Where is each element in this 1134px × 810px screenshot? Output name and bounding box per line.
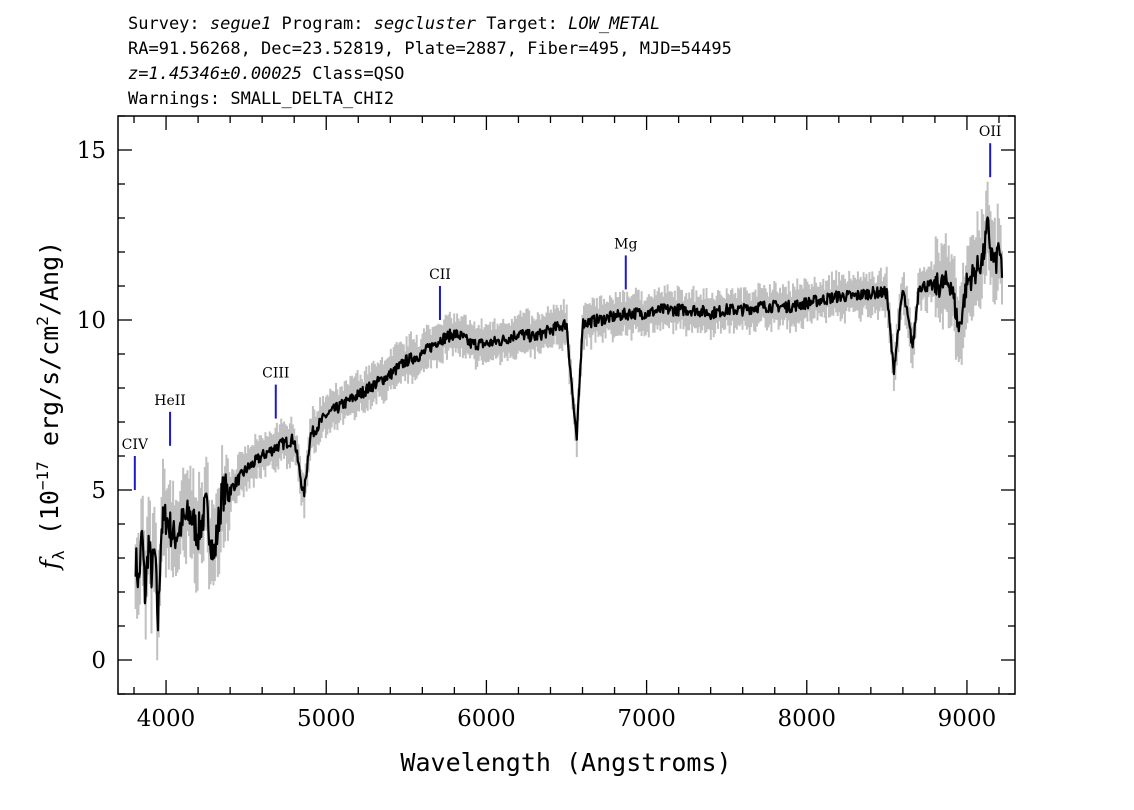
- x-tick-label: 6000: [457, 706, 516, 732]
- survey-label: Survey:: [128, 14, 210, 34]
- plot-frame: [117, 115, 1016, 695]
- y-label-prefix: (10: [35, 490, 64, 550]
- y-label-exp2: 2: [33, 316, 52, 326]
- error-band: [134, 181, 1003, 661]
- header-line-survey: Survey: segue1 Program: segcluster Targe…: [128, 14, 660, 34]
- y-tick-label: 0: [91, 648, 106, 674]
- header-line-warnings: Warnings: SMALL_DELTA_CHI2: [128, 89, 394, 109]
- marker-label-cii: CII: [429, 267, 451, 283]
- y-label-exp1: −17: [33, 461, 52, 490]
- x-tick-label: 5000: [297, 706, 356, 732]
- y-label-subscript: λ: [49, 550, 68, 560]
- x-tick-label: 7000: [617, 706, 676, 732]
- x-tick-label: 4000: [137, 706, 196, 732]
- marker-label-heii: HeII: [154, 393, 186, 409]
- marker-label-civ: CIV: [122, 437, 149, 453]
- target-value: LOW_METAL: [568, 14, 660, 34]
- y-tick-label: 15: [77, 138, 106, 164]
- emission-line-markers: CIV HeII CIII CII Mg OII: [122, 124, 1002, 490]
- redshift-value: z=1.45346±0.00025: [128, 64, 302, 84]
- y-label-suffix: /Ang): [35, 241, 64, 316]
- program-label: Program:: [271, 14, 373, 34]
- y-axis-label: fλ (10−17 erg/s/cm2/Ang): [33, 241, 68, 571]
- x-axis-label: Wavelength (Angstroms): [400, 748, 731, 777]
- marker-label-mg: Mg: [614, 236, 637, 252]
- y-label-symbol: f: [35, 556, 64, 571]
- y-label-mid: erg/s/cm: [35, 326, 64, 461]
- target-label: Target:: [476, 14, 568, 34]
- marker-label-ciii: CIII: [262, 366, 289, 382]
- program-value: segcluster: [374, 14, 477, 34]
- header-line-redshift: z=1.45346±0.00025 Class=QSO: [128, 64, 404, 84]
- marker-label-oii: OII: [979, 124, 1002, 140]
- axis-ticks: 4000 5000 6000 7000 8000 9000 0 5 10 15: [77, 115, 1015, 732]
- survey-value: segue1: [210, 14, 271, 34]
- header-line-coordinates: RA=91.56268, Dec=23.52819, Plate=2887, F…: [128, 39, 732, 59]
- flux-series-line: [134, 216, 1004, 632]
- x-tick-label: 8000: [777, 706, 836, 732]
- x-tick-label: 9000: [938, 706, 997, 732]
- y-tick-label: 5: [91, 478, 106, 504]
- y-tick-label: 10: [77, 308, 106, 334]
- class-value: Class=QSO: [302, 64, 404, 84]
